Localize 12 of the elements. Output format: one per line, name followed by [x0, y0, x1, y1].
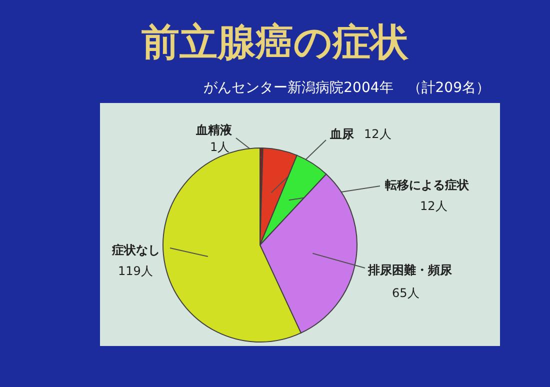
- data-label: 1人: [210, 140, 230, 154]
- data-label: 119人: [118, 264, 153, 278]
- chart-title: 前立腺癌の症状: [142, 20, 410, 64]
- slice-label: 症状なし: [111, 243, 160, 257]
- data-label: 12人: [364, 127, 392, 141]
- slice-label: 転移による症状: [385, 178, 470, 192]
- slice-label: 血尿: [329, 127, 355, 141]
- slice-label: 血精液: [195, 123, 233, 137]
- data-label: 12人: [420, 199, 448, 213]
- data-label: 65人: [392, 286, 420, 300]
- slice-label: 排尿困難・頻尿: [367, 263, 453, 277]
- chart-subtitle: がんセンター新潟病院2004年 （計209名）: [204, 80, 490, 96]
